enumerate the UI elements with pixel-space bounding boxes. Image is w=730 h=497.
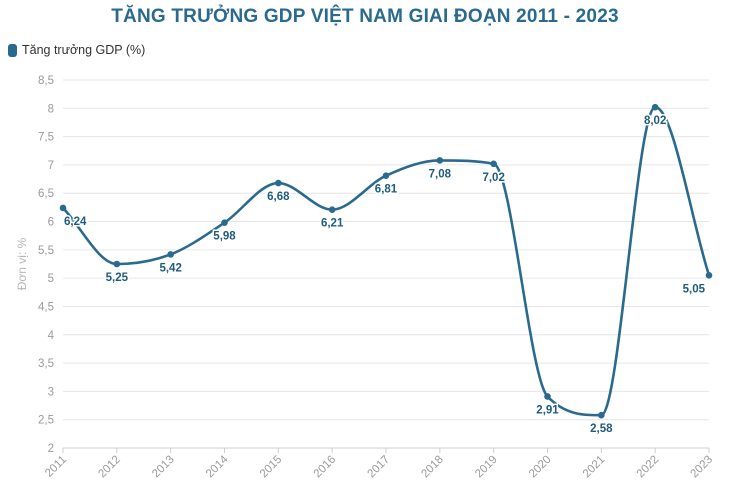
x-tick-label: 2021 [581,454,608,481]
y-tick-label: 8 [48,103,54,115]
y-tick-label: 6,5 [38,188,54,200]
data-label: 7,02 [482,172,504,184]
data-point [167,251,174,258]
x-tick-label: 2018 [419,454,446,481]
data-point [221,219,228,226]
data-point [598,411,605,419]
y-tick-label: 2,5 [38,415,54,427]
data-point [651,103,659,111]
x-tick-label: 2016 [312,454,339,481]
data-point [113,260,121,268]
data-point [275,179,282,187]
data-label: 6,21 [321,218,344,230]
y-tick-label: 3,5 [38,358,54,370]
series-line [61,105,711,417]
data-label: 5,25 [106,272,129,284]
legend-label: Tăng trưởng GDP (%) [22,43,146,57]
data-label: 7,08 [429,168,452,180]
data-label: 8,02 [644,115,666,127]
x-tick-label: 2019 [473,454,500,481]
y-tick-label: 5,5 [38,245,54,257]
data-point [544,393,551,400]
data-point [328,206,336,213]
legend-swatch [8,43,17,57]
data-label: 5,42 [159,262,181,274]
y-tick-label: 2 [48,443,54,455]
x-tick-label: 2020 [527,454,554,481]
y-tick-label: 5 [48,273,54,285]
y-tick-label: 7,5 [38,132,54,144]
y-tick-label: 4 [48,330,55,342]
x-tick-label: 2011 [43,454,69,480]
data-label: 5,98 [213,231,236,243]
x-tick-label: 2022 [635,454,662,481]
data-point [382,172,390,179]
y-tick-label: 6 [48,217,54,229]
x-tick-label: 2017 [366,454,393,481]
data-label: 6,24 [64,216,87,228]
data-point [705,272,713,279]
data-label: 6,81 [375,184,398,196]
data-label: 2,91 [536,404,559,416]
data-point [490,160,497,168]
x-tick-label: 2023 [689,454,716,481]
y-tick-label: 8,5 [38,75,54,87]
chart-title: TĂNG TRƯỞNG GDP VIỆT NAM GIAI ĐOẠN 2011 … [111,6,619,27]
x-tick-label: 2013 [150,454,177,481]
data-point [436,157,444,164]
y-tick-label: 3 [48,386,54,398]
data-label: 5,05 [683,283,706,295]
data-label: 2,58 [590,423,613,435]
y-axis-label: Đơn vị: % [15,237,29,290]
data-label: 6,68 [267,191,290,203]
x-tick-label: 2014 [204,453,231,480]
legend[interactable]: Tăng trưởng GDP (%) [8,43,145,57]
y-tick-label: 4,5 [38,301,54,313]
x-tick-label: 2012 [96,454,123,481]
data-point [59,204,67,212]
x-tick-label: 2015 [258,454,285,481]
y-tick-label: 7 [48,160,54,172]
